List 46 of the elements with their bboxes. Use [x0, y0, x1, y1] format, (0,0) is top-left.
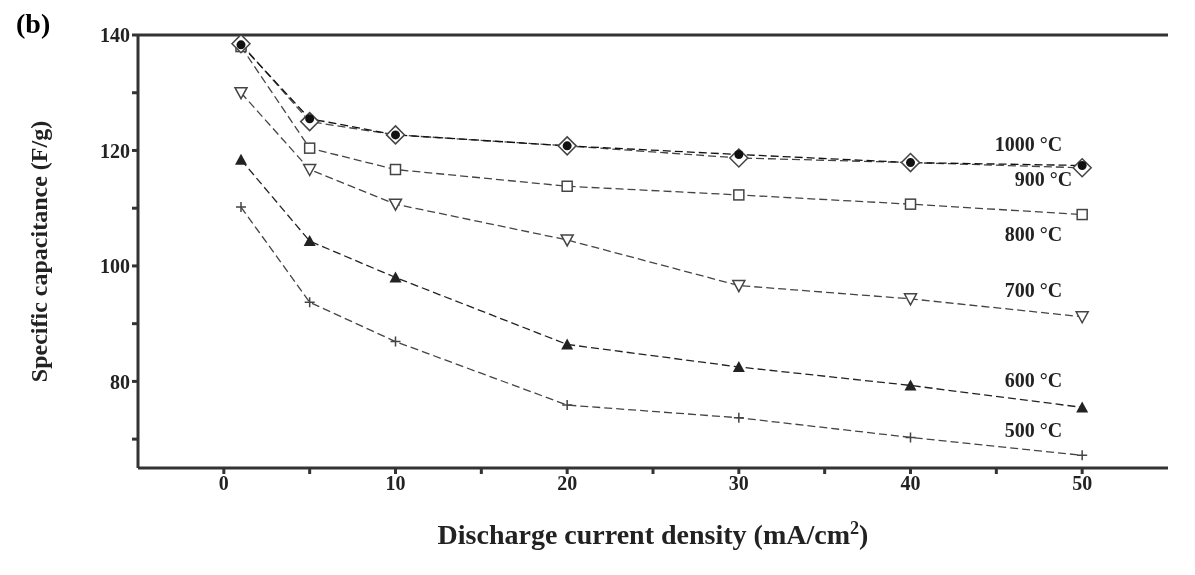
point — [733, 189, 745, 201]
point — [303, 142, 316, 154]
point — [302, 163, 317, 177]
y-tick-label: 80 — [110, 370, 130, 393]
point — [388, 198, 403, 211]
point — [732, 360, 745, 372]
point — [1075, 310, 1089, 324]
point — [235, 153, 247, 165]
series-label: 700 °C — [1004, 278, 1063, 301]
y-tick-label: 100 — [100, 255, 130, 278]
point — [904, 431, 917, 444]
series-label: 600 °C — [1004, 369, 1063, 392]
point — [1076, 449, 1088, 462]
series-label: 900 °C — [1014, 167, 1073, 190]
chart-title: (b) — [16, 8, 51, 40]
x-tick-label: 30 — [728, 472, 749, 495]
point — [561, 180, 573, 193]
point — [303, 296, 316, 309]
point — [389, 271, 402, 283]
point — [733, 412, 745, 424]
point — [561, 399, 573, 411]
point — [389, 163, 402, 176]
point — [561, 338, 574, 350]
x-tick-label: 50 — [1072, 472, 1093, 495]
x-tick-label: 20 — [557, 472, 578, 495]
point — [904, 379, 917, 391]
x-tick-label: 10 — [385, 472, 406, 495]
x-tick-label: 0 — [218, 472, 229, 495]
x-axis-title: Discharge current density (mA/cm$^{2}$) — [437, 518, 869, 550]
point — [303, 235, 316, 247]
point — [234, 86, 248, 100]
y-tick-label: 120 — [100, 139, 130, 162]
series-label: 500 °C — [1004, 419, 1063, 442]
point — [732, 279, 746, 293]
point — [560, 234, 574, 247]
series-label: 800 °C — [1004, 222, 1063, 245]
point — [903, 293, 918, 306]
point — [235, 201, 247, 213]
x-tick-label: 40 — [900, 472, 921, 495]
series-label: 1000 °C — [994, 133, 1063, 156]
point — [1076, 208, 1088, 221]
y-tick-label: 140 — [100, 24, 130, 47]
point — [904, 198, 917, 210]
y-axis-title: Specific capacitance (F/g) — [25, 120, 52, 383]
point — [389, 335, 402, 348]
point — [1076, 401, 1089, 413]
